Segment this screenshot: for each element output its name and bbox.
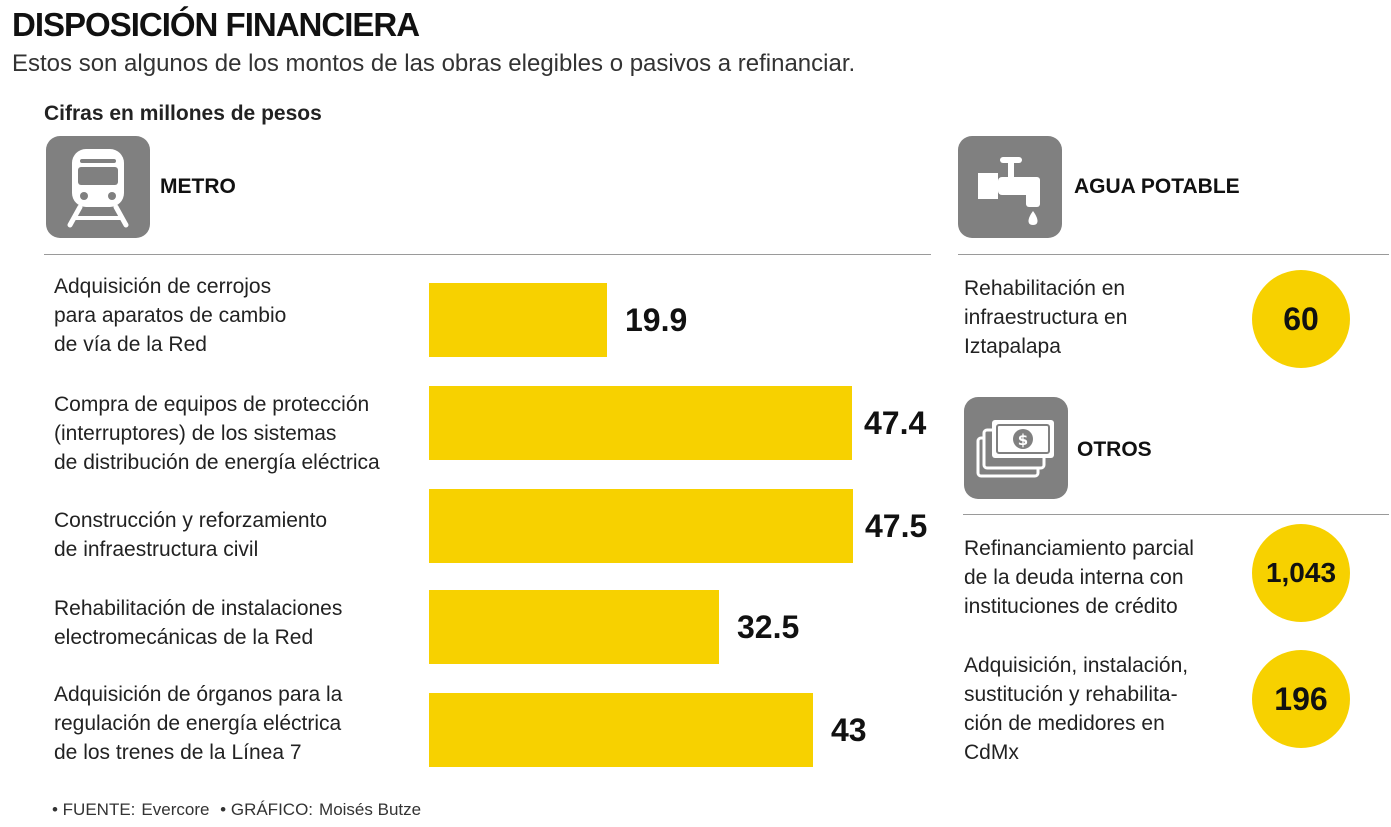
bar-label-line: Construcción y reforzamiento — [54, 509, 328, 532]
bar-2 — [429, 386, 852, 460]
circle-item-label-line: sustitución y rehabilita- — [964, 683, 1178, 706]
bar-label-line: Adquisición de cerrojos — [54, 275, 272, 298]
divider-otros — [963, 514, 1389, 515]
section-label-otros: OTROS — [1077, 438, 1152, 461]
money-icon: $ — [964, 397, 1068, 499]
source-prefix: • FUENTE: — [52, 800, 136, 819]
circle-item-label-line: instituciones de crédito — [964, 595, 1178, 618]
bar-5 — [429, 693, 813, 767]
water-tap-icon — [958, 136, 1062, 238]
circle-item-label-3: Adquisición, instalación, sustitución y r… — [964, 651, 1234, 767]
bar-label-line: electromecánicas de la Red — [54, 626, 314, 649]
bar-label-line: para aparatos de cambio — [54, 304, 287, 327]
circle-item-label-line: ción de medidores en — [964, 712, 1165, 735]
circle-item-label-line: de la deuda interna con — [964, 566, 1184, 589]
svg-text:$: $ — [1018, 431, 1028, 449]
bar-label-line: de infraestructura civil — [54, 538, 259, 561]
bar-value-3: 47.5 — [865, 508, 928, 544]
bar-label-line: (interruptores) de los sistemas — [54, 422, 337, 445]
circle-item-label-line: Rehabilitación en — [964, 277, 1126, 300]
bar-label-line: Rehabilitación de instalaciones — [54, 597, 343, 620]
value-circle-2: 1,043 — [1252, 524, 1350, 622]
bar-label-line: Compra de equipos de protección — [54, 393, 370, 416]
bar-label-line: de los trenes de la Línea 7 — [54, 741, 302, 764]
bar-value-4: 32.5 — [737, 609, 800, 645]
bar-label-1: Adquisición de cerrojos para aparatos de … — [54, 272, 424, 359]
units-note: Cifras en millones de pesos — [44, 102, 322, 125]
bar-value-5: 43 — [831, 712, 867, 748]
bar-value-2: 47.4 — [864, 405, 927, 441]
bar-label-line: regulación de energía eléctrica — [54, 712, 342, 735]
circle-item-label-1: Rehabilitación en infraestructura en Iztap… — [964, 274, 1234, 361]
bar-3 — [429, 489, 853, 563]
circle-item-label-line: infraestructura en — [964, 306, 1128, 329]
bar-label-5: Adquisición de órganos para la regulación… — [54, 680, 424, 767]
footer: • FUENTE: Evercore • GRÁFICO: Moisés Butze — [52, 800, 427, 820]
section-label-agua: AGUA POTABLE — [1074, 175, 1240, 198]
bar-label-line: Adquisición de órganos para la — [54, 683, 343, 706]
bar-label-line: de distribución de energía eléctrica — [54, 451, 380, 474]
bar-label-line: de vía de la Red — [54, 333, 207, 356]
section-label-metro: METRO — [160, 175, 236, 198]
value-circle-1: 60 — [1252, 270, 1350, 368]
chart-title: DISPOSICIÓN FINANCIERA — [12, 6, 420, 43]
source-text: Evercore — [141, 800, 210, 819]
train-icon — [46, 136, 150, 238]
bar-label-3: Construcción y reforzamiento de infraestr… — [54, 506, 424, 564]
bar-label-4: Rehabilitación de instalaciones electrome… — [54, 594, 424, 652]
credit-prefix: • GRÁFICO: — [220, 800, 314, 819]
circle-item-label-2: Refinanciamiento parcial de la deuda inte… — [964, 534, 1234, 621]
bar-value-1: 19.9 — [625, 302, 688, 338]
chart-subtitle: Estos son algunos de los montos de las o… — [12, 50, 856, 77]
circle-item-label-line: Refinanciamiento parcial — [964, 537, 1194, 560]
bar-1 — [429, 283, 607, 357]
circle-item-label-line: Iztapalapa — [964, 335, 1061, 358]
divider-metro — [44, 254, 931, 255]
bar-4 — [429, 590, 719, 664]
value-circle-3: 196 — [1252, 650, 1350, 748]
credit-text: Moisés Butze — [319, 800, 422, 819]
bar-label-2: Compra de equipos de protección (interrup… — [54, 390, 424, 477]
circle-item-label-line: Adquisición, instalación, — [964, 654, 1189, 677]
circle-item-label-line: CdMx — [964, 741, 1019, 764]
divider-agua — [958, 254, 1389, 255]
